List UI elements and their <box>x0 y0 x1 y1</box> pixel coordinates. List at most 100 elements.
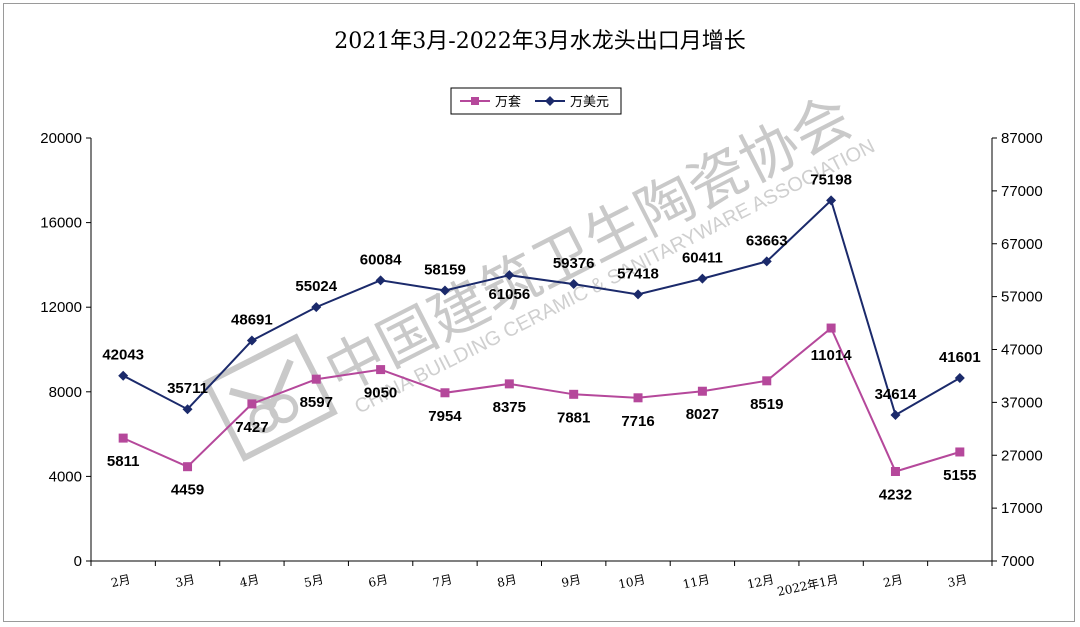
data-label-usd: 34614 <box>875 386 917 403</box>
x-category-label: 12月 <box>746 572 776 591</box>
series-line-usd <box>122 198 961 417</box>
y-right-tick-label: 77000 <box>1001 183 1043 200</box>
data-label-units: 5155 <box>943 467 976 484</box>
data-label-units: 8027 <box>686 406 719 423</box>
y-left-tick-label: 4000 <box>49 468 82 485</box>
x-category-label: 2022年1月 <box>776 572 840 599</box>
data-label-units: 7881 <box>557 409 590 426</box>
data-point-units <box>504 379 514 389</box>
x-category-label: 10月 <box>617 572 647 591</box>
data-point-units <box>569 389 579 399</box>
data-label-usd: 60084 <box>360 251 402 268</box>
legend-usd-label: 万美元 <box>570 95 609 110</box>
data-labels: 5811 4459 7427 8597 9050 7954 8375 7881 7716 8027… <box>102 171 980 503</box>
x-category-label: 9月 <box>560 572 582 590</box>
data-label-units: 4459 <box>171 482 204 499</box>
data-label-units: 8519 <box>750 396 783 413</box>
data-label-usd: 58159 <box>424 261 466 278</box>
data-point-usd <box>246 335 257 346</box>
chart-frame: 中国建筑卫生陶瓷协会 CHINA BUILDING CERAMIC & SANI… <box>3 3 1075 622</box>
y-right-tick-label: 7000 <box>1001 553 1034 570</box>
x-category-label: 3月 <box>946 572 968 590</box>
data-label-usd: 57418 <box>617 265 659 282</box>
y-left-tick-label: 16000 <box>40 215 82 232</box>
series-lines <box>122 198 961 473</box>
data-point-units <box>762 376 772 386</box>
y-right-ticks: 7000 17000 27000 37000 47000 57000 67000 77000 8… <box>992 130 1043 570</box>
x-category-label: 5月 <box>303 572 325 590</box>
data-point-usd <box>311 302 322 313</box>
data-label-units: 11014 <box>811 347 853 364</box>
y-right-tick-label: 87000 <box>1001 130 1043 147</box>
data-point-usd <box>761 256 772 267</box>
data-label-usd: 63663 <box>746 232 788 249</box>
data-point-units <box>826 323 836 333</box>
data-label-usd: 61056 <box>488 286 530 303</box>
data-label-units: 8597 <box>300 394 333 411</box>
plot-area <box>90 138 993 562</box>
data-label-usd: 41601 <box>939 349 981 366</box>
chart-title: 2021年3月-2022年3月水龙头出口月增长 <box>334 29 745 54</box>
data-label-units: 4232 <box>879 486 912 503</box>
y-left-ticks: 0 4000 8000 12000 16000 20000 <box>40 130 91 570</box>
x-ticks: 2月 3月 4月 5月 6月 7月 8月 9月 10月 11月 12月 2022年1月 2月 3月 <box>90 561 993 599</box>
data-point-usd <box>954 373 965 384</box>
legend-units-label: 万套 <box>495 94 521 110</box>
legend-units-marker <box>471 97 479 105</box>
x-category-label: 11月 <box>681 572 711 591</box>
data-label-units: 7716 <box>621 413 654 430</box>
data-point-usd <box>697 273 708 284</box>
legend-usd-marker <box>545 96 555 106</box>
x-category-label: 8月 <box>496 572 518 590</box>
y-right-tick-label: 67000 <box>1001 236 1043 253</box>
legend: 万套 万美元 <box>450 87 622 115</box>
legend-item-usd: 万美元 <box>535 95 609 110</box>
data-label-usd: 55024 <box>295 278 337 295</box>
data-point-usd <box>826 195 837 206</box>
legend-item-units: 万套 <box>460 94 521 110</box>
data-label-usd: 35711 <box>167 380 208 397</box>
data-label-usd: 42043 <box>102 347 144 364</box>
data-point-usd <box>890 409 901 420</box>
x-category-label: 6月 <box>367 572 389 590</box>
x-category-label: 2月 <box>882 572 904 590</box>
y-right-tick-label: 17000 <box>1001 500 1043 517</box>
data-point-units <box>183 462 193 472</box>
data-point-units <box>697 386 707 396</box>
line-chart: 中国建筑卫生陶瓷协会 CHINA BUILDING CERAMIC & SANI… <box>40 29 1043 599</box>
data-point-units <box>955 447 965 457</box>
data-point-usd <box>375 275 386 286</box>
data-point-units <box>118 433 128 443</box>
y-left-tick-label: 20000 <box>40 130 82 147</box>
data-label-usd: 75198 <box>810 171 852 188</box>
y-right-tick-label: 57000 <box>1001 289 1043 306</box>
data-point-usd <box>182 404 193 415</box>
data-point-usd <box>439 285 450 296</box>
data-label-units: 5811 <box>107 453 140 470</box>
y-left-tick-label: 0 <box>74 553 82 570</box>
x-category-label: 3月 <box>174 572 196 590</box>
data-point-units <box>376 365 386 375</box>
data-point-units <box>440 388 450 398</box>
data-label-usd: 59376 <box>553 255 595 272</box>
data-point-usd <box>504 270 515 281</box>
data-label-usd: 48691 <box>231 312 273 329</box>
series-line-units <box>122 326 961 473</box>
y-right-tick-label: 47000 <box>1001 342 1043 359</box>
data-label-units: 7954 <box>428 408 462 425</box>
data-point-usd <box>633 289 644 300</box>
data-label-units: 7427 <box>235 419 268 436</box>
data-label-units: 8375 <box>493 399 526 416</box>
data-label-usd: 60411 <box>682 250 723 267</box>
y-left-tick-label: 12000 <box>40 299 82 316</box>
y-left-tick-label: 8000 <box>49 384 82 401</box>
data-point-units <box>633 393 643 403</box>
y-right-tick-label: 27000 <box>1001 447 1043 464</box>
data-label-units: 9050 <box>364 385 397 402</box>
x-category-label: 4月 <box>238 572 260 590</box>
x-category-label: 2月 <box>110 572 132 590</box>
data-point-units <box>247 399 257 409</box>
data-point-usd <box>568 279 579 290</box>
x-category-label: 7月 <box>431 572 453 590</box>
series-markers <box>118 195 965 476</box>
